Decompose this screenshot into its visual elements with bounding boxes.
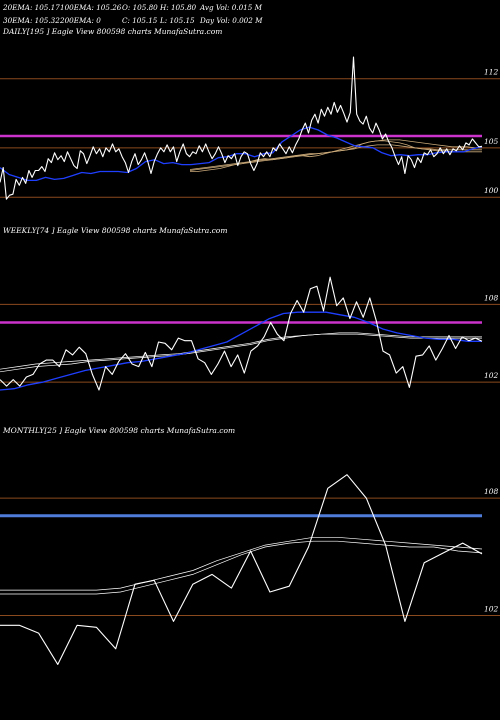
ema30-label: 30EMA: 105.32 bbox=[3, 16, 60, 25]
weekly-chart: WEEKLY[74 ] Eagle View 800598 charts Mun… bbox=[0, 226, 500, 391]
y-tick-label: 102 bbox=[484, 605, 499, 614]
monthly-chart: MONTHLY[25 ] Eagle View 800598 charts Mu… bbox=[0, 426, 500, 665]
y-tick-label: 100 bbox=[484, 186, 499, 195]
chart-title: DAILY[195 ] Eagle View 800598 charts Mun… bbox=[2, 27, 222, 36]
ema20-label: 20EMA: 105.17 bbox=[3, 3, 60, 12]
close-label: C: 105.15 bbox=[122, 16, 158, 25]
y-tick-label: 108 bbox=[484, 487, 499, 496]
chart-title: MONTHLY[25 ] Eagle View 800598 charts Mu… bbox=[2, 426, 235, 435]
ema100-label: 100EMA: 105.26 bbox=[60, 3, 122, 12]
y-tick-label: 102 bbox=[484, 371, 499, 380]
price-line bbox=[0, 474, 483, 665]
chart-title: WEEKLY[74 ] Eagle View 800598 charts Mun… bbox=[3, 226, 227, 235]
moving-average-line bbox=[190, 140, 482, 172]
y-tick-label: 108 bbox=[484, 293, 499, 302]
moving-average-line bbox=[0, 333, 482, 370]
high-label: H: 105.80 bbox=[160, 3, 197, 12]
avg-vol-label: Avg Vol: 0.015 M bbox=[200, 3, 262, 12]
day-vol-label: Day Vol: 0.002 M bbox=[200, 16, 263, 25]
moving-average-line bbox=[189, 144, 482, 170]
moving-average-line bbox=[0, 536, 483, 591]
low-label: L: 105.15 bbox=[160, 16, 195, 25]
monthly-chart-panel: MONTHLY[25 ] Eagle View 800598 charts Mu… bbox=[0, 424, 500, 720]
daily-chart-panel: DAILY[195 ] Eagle View 800598 charts Mun… bbox=[0, 24, 500, 224]
moving-average-line bbox=[0, 126, 483, 182]
ema200-label: 200EMA: 0 bbox=[60, 16, 101, 25]
y-tick-label: 112 bbox=[484, 68, 499, 77]
open-label: O: 105.80 bbox=[122, 3, 158, 12]
price-line bbox=[0, 56, 483, 200]
price-line bbox=[0, 276, 483, 391]
moving-average-line bbox=[0, 540, 483, 595]
weekly-chart-panel: WEEKLY[74 ] Eagle View 800598 charts Mun… bbox=[0, 224, 500, 424]
moving-average-line bbox=[0, 332, 482, 373]
daily-chart: DAILY[195 ] Eagle View 800598 charts Mun… bbox=[0, 27, 500, 200]
moving-average-line bbox=[0, 311, 482, 391]
y-tick-label: 105 bbox=[484, 137, 499, 146]
